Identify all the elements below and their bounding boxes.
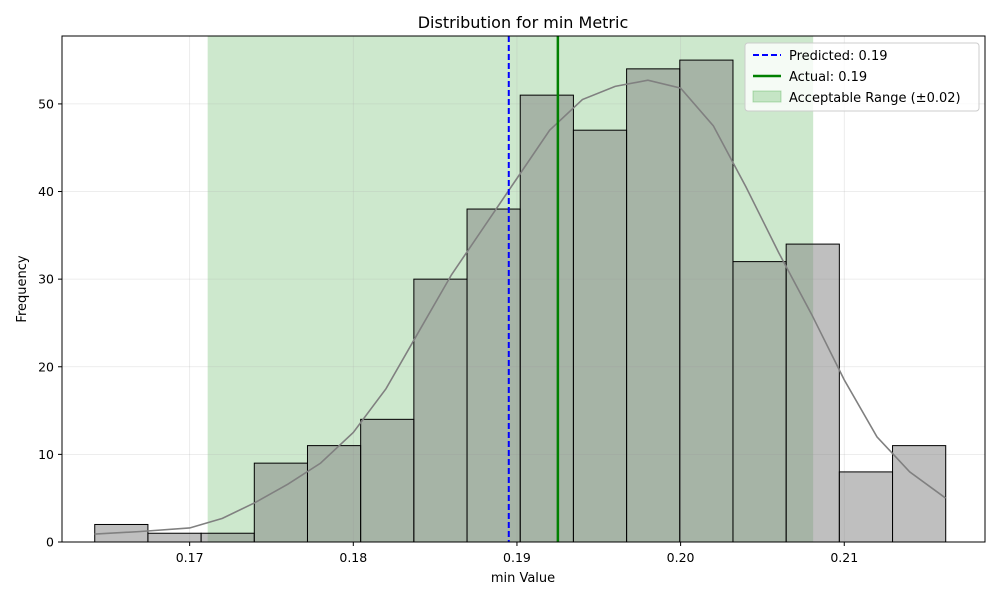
y-tick-label: 40 bbox=[38, 184, 54, 199]
x-tick-label: 0.20 bbox=[667, 550, 695, 565]
chart-title: Distribution for min Metric bbox=[418, 13, 629, 32]
x-tick-label: 0.17 bbox=[176, 550, 204, 565]
histogram-bar bbox=[253, 462, 308, 543]
x-tick-label: 0.18 bbox=[339, 550, 367, 565]
histogram-bar bbox=[413, 278, 468, 543]
histogram-bar bbox=[838, 471, 894, 543]
histogram-bar bbox=[679, 59, 734, 543]
histogram-bar bbox=[306, 445, 362, 543]
x-axis-ticks: 0.17 0.18 0.19 0.20 0.21 bbox=[176, 542, 858, 565]
legend-range-label: Acceptable Range (±0.02) bbox=[789, 91, 961, 106]
plot-area bbox=[61, 35, 986, 543]
legend-range-swatch bbox=[752, 90, 782, 103]
y-tick-label: 50 bbox=[38, 96, 54, 111]
y-axis-ticks: 0 10 20 30 40 50 bbox=[38, 96, 62, 550]
histogram-bar bbox=[732, 261, 787, 543]
histogram-bar bbox=[360, 418, 415, 543]
histogram-bar bbox=[147, 532, 202, 543]
histogram-bar bbox=[626, 68, 681, 543]
y-axis-label: Frequency bbox=[15, 255, 30, 322]
reference-lines bbox=[507, 36, 560, 542]
x-tick-label: 0.19 bbox=[503, 550, 531, 565]
histogram-bar bbox=[572, 129, 628, 543]
y-tick-label: 30 bbox=[38, 272, 54, 287]
histogram-bar bbox=[200, 532, 255, 543]
y-tick-label: 0 bbox=[46, 535, 54, 550]
histogram-bar bbox=[892, 445, 947, 543]
histogram-bars bbox=[94, 59, 947, 543]
plot-frame bbox=[61, 35, 986, 543]
histogram-bar bbox=[785, 243, 840, 543]
histogram-bar bbox=[466, 208, 521, 543]
y-tick-label: 20 bbox=[38, 359, 54, 374]
legend-predicted-label: Predicted: 0.19 bbox=[789, 49, 887, 64]
x-axis-label: min Value bbox=[491, 571, 555, 586]
kde-curve bbox=[94, 79, 947, 535]
legend-actual-label: Actual: 0.19 bbox=[789, 70, 867, 85]
legend-box bbox=[744, 42, 980, 112]
kde-layer bbox=[94, 79, 947, 535]
histogram-bar bbox=[519, 94, 574, 543]
legend: Predicted: 0.19 Actual: 0.19 Acceptable … bbox=[744, 42, 980, 112]
y-tick-label: 10 bbox=[38, 447, 54, 462]
x-tick-label: 0.21 bbox=[830, 550, 858, 565]
